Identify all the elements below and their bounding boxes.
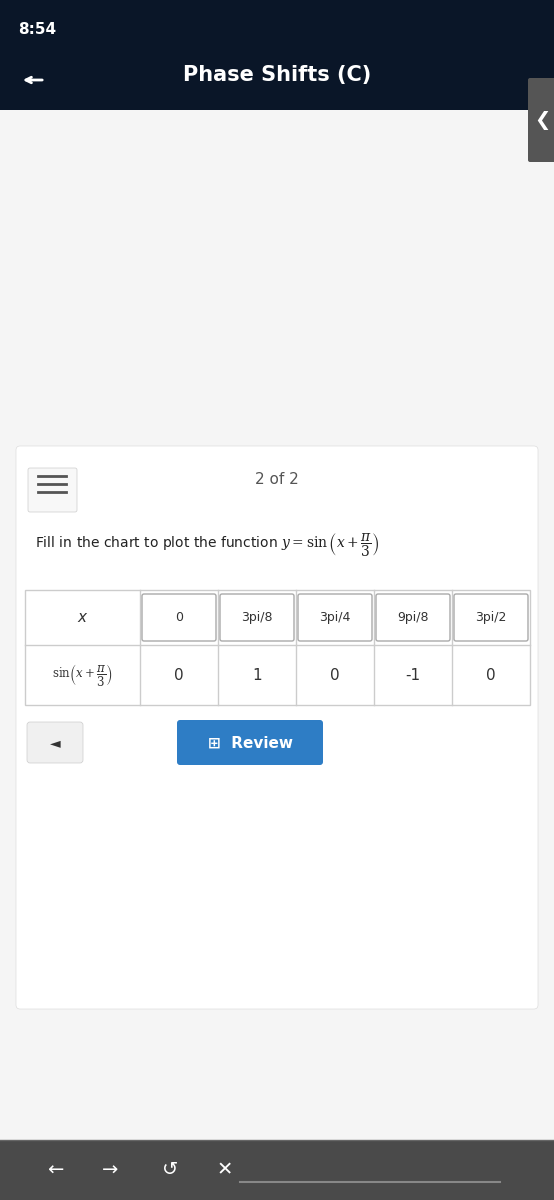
Text: 3pi/2: 3pi/2: [475, 611, 507, 624]
Text: →: →: [102, 1160, 118, 1180]
FancyBboxPatch shape: [220, 594, 294, 641]
Text: ✕: ✕: [217, 1160, 233, 1180]
Text: Phase Shifts (C): Phase Shifts (C): [183, 65, 371, 85]
Text: $\sin\!\left(x+\dfrac{\pi}{3}\right)$: $\sin\!\left(x+\dfrac{\pi}{3}\right)$: [52, 662, 113, 688]
FancyBboxPatch shape: [142, 594, 216, 641]
FancyBboxPatch shape: [298, 594, 372, 641]
Text: 1: 1: [252, 667, 262, 683]
FancyBboxPatch shape: [177, 720, 323, 766]
FancyBboxPatch shape: [528, 78, 554, 162]
FancyBboxPatch shape: [376, 594, 450, 641]
Text: 0: 0: [486, 667, 496, 683]
Text: 8:54: 8:54: [18, 22, 56, 37]
Bar: [0, 1140, 554, 1200]
Text: 0: 0: [174, 667, 184, 683]
Text: 3pi/8: 3pi/8: [241, 611, 273, 624]
Text: ←: ←: [47, 1160, 63, 1180]
Text: 3pi/4: 3pi/4: [319, 611, 351, 624]
Text: ↺: ↺: [162, 1160, 178, 1180]
Text: $x$: $x$: [76, 610, 88, 625]
Text: 0: 0: [175, 611, 183, 624]
Text: 9pi/8: 9pi/8: [397, 611, 429, 624]
Text: 0: 0: [330, 667, 340, 683]
Text: -1: -1: [406, 667, 420, 683]
FancyBboxPatch shape: [27, 722, 83, 763]
Text: ◄: ◄: [50, 736, 60, 750]
Text: ❮: ❮: [534, 110, 550, 130]
Bar: [25, 590, 530, 704]
Text: ⊞  Review: ⊞ Review: [208, 736, 293, 750]
Text: Fill in the chart to plot the function $y = \sin\left(x + \dfrac{\pi}{3}\right)$: Fill in the chart to plot the function $…: [35, 532, 379, 559]
FancyBboxPatch shape: [16, 446, 538, 1009]
FancyBboxPatch shape: [454, 594, 528, 641]
Text: 2 of 2: 2 of 2: [255, 473, 299, 487]
FancyBboxPatch shape: [28, 468, 77, 512]
FancyBboxPatch shape: [0, 0, 554, 110]
